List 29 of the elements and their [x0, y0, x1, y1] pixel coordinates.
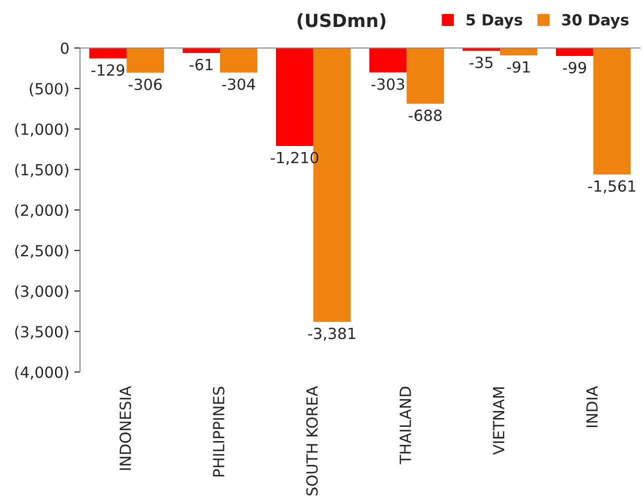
data-label: -91: [506, 61, 530, 73]
data-label: -61: [190, 58, 212, 70]
legend-label: 5 Days: [466, 14, 522, 29]
x-tick-label: PHILIPPINES: [212, 386, 224, 476]
x-tick-label: VIETNAM: [493, 387, 504, 455]
data-label: -688: [408, 110, 442, 122]
y-tick-label: (3,000): [15, 285, 68, 299]
data-label: -303: [371, 78, 404, 90]
data-label: -129: [91, 64, 124, 76]
data-label: -1,561: [588, 180, 636, 194]
y-tick-label: (4,000): [15, 366, 68, 380]
data-label: -35: [470, 56, 492, 68]
data-label: -3,381: [308, 328, 356, 341]
chart-title: (USDmn): [298, 13, 386, 30]
legend-label: 30 Days: [562, 14, 629, 29]
x-tick-label: SOUTH KOREA: [306, 386, 318, 496]
y-tick-label: 0: [60, 42, 69, 54]
y-tick-label: (2,500): [15, 244, 68, 258]
y-tick-label: (1,000): [15, 123, 68, 137]
data-label: -304: [222, 78, 256, 90]
data-label: -306: [128, 78, 162, 90]
y-tick-label: (2,000): [15, 204, 68, 218]
y-tick-label: (1,500): [15, 164, 68, 178]
x-tick-label: INDIA: [586, 386, 598, 428]
x-tick-label: INDONESIA: [120, 386, 132, 470]
x-tick-label: THAILAND: [400, 386, 411, 464]
y-tick-label: (3,500): [15, 326, 68, 340]
y-tick-label: (500): [30, 82, 68, 96]
data-label: -99: [562, 62, 586, 74]
